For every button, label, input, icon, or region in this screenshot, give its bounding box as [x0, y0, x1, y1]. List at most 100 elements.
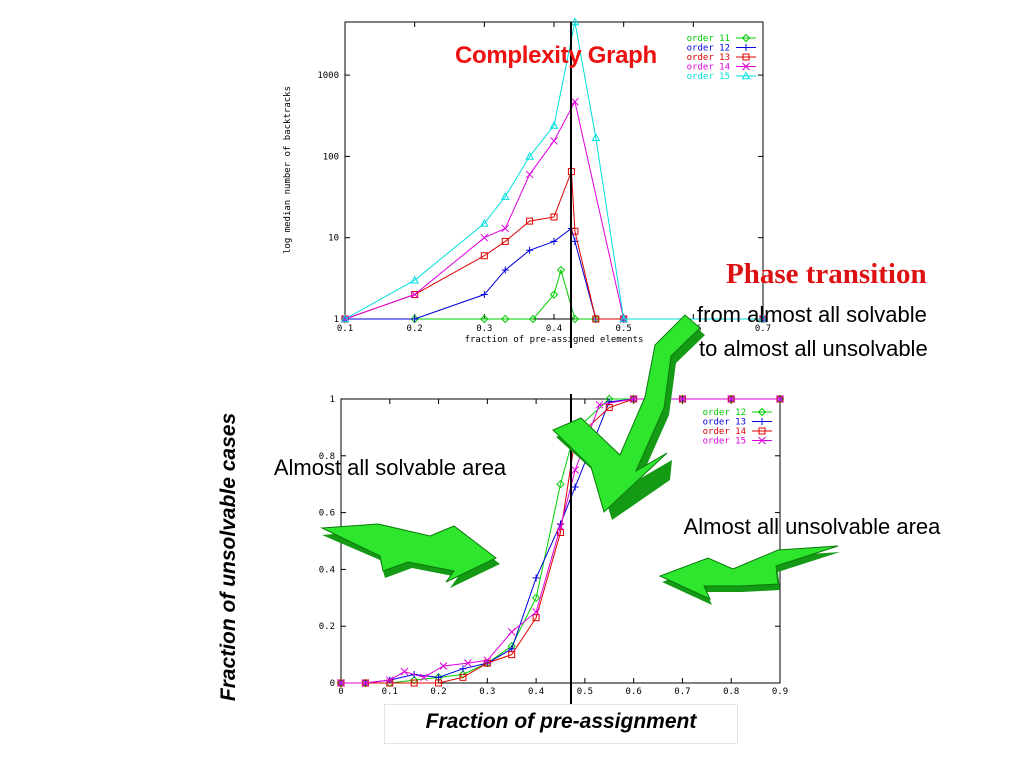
- data-point: [550, 137, 558, 145]
- data-point: [500, 192, 510, 200]
- data-point: [776, 395, 784, 403]
- legend-label: order 12: [687, 44, 730, 54]
- chart1-x-axis-label: fraction of pre-assigned elements: [465, 335, 644, 345]
- legend-label: order 12: [703, 408, 746, 418]
- data-point: [550, 237, 558, 245]
- series-order-14: [341, 97, 767, 323]
- data-point: [531, 593, 541, 603]
- phase-transition-arrow: [552, 314, 705, 520]
- legend-label: order 15: [703, 437, 746, 447]
- data-point: [556, 479, 565, 489]
- data-point: [605, 404, 613, 412]
- data-point: [727, 395, 736, 403]
- legend-swatch-marker: [758, 427, 766, 435]
- data-point: [592, 315, 600, 323]
- legend-label: order 13: [687, 53, 730, 63]
- data-point: [526, 246, 534, 254]
- data-point: [556, 265, 566, 275]
- data-point: [420, 673, 428, 682]
- y-tick-label: 0.6: [319, 509, 335, 519]
- x-tick-label: 0: [338, 687, 343, 697]
- phase-transition-line2: to almost all unsolvable: [699, 336, 928, 361]
- data-point: [571, 483, 579, 491]
- data-point: [400, 667, 409, 676]
- x-tick-label: 0.4: [528, 687, 544, 697]
- fraction-unsolvable-axis-label: Fraction of unsolvable cases: [217, 412, 240, 702]
- data-point: [463, 659, 472, 667]
- data-point: [556, 522, 565, 531]
- data-point: [361, 679, 370, 687]
- data-point: [550, 213, 558, 221]
- legend-swatch-marker: [758, 418, 766, 425]
- data-point: [480, 233, 489, 242]
- y-tick-label: 1: [334, 315, 339, 325]
- x-tick-label: 0.7: [755, 324, 771, 334]
- fraction-preassignment-axis-label: Fraction of pre-assignment: [425, 710, 697, 733]
- series-order-15: [340, 17, 768, 323]
- y-tick-label: 1: [330, 395, 335, 405]
- phase-transition-line1: from almost all solvable: [697, 302, 927, 327]
- data-point: [532, 614, 540, 622]
- data-point: [501, 266, 509, 274]
- unsolvable-area-label: Almost all unsolvable area: [683, 514, 941, 539]
- data-point: [409, 675, 419, 685]
- x-tick-label: 0.7: [674, 687, 690, 697]
- chart1-series: [340, 17, 768, 324]
- y-tick-label: 1000: [317, 71, 339, 81]
- series-line: [344, 100, 763, 320]
- data-point: [480, 252, 488, 260]
- data-point: [557, 528, 564, 536]
- y-tick-label: 0: [330, 679, 335, 689]
- x-tick-label: 0.1: [337, 324, 353, 334]
- x-axis-label-box: Fraction of pre-assignment: [384, 704, 738, 744]
- data-point: [435, 679, 443, 687]
- x-tick-label: 0.5: [616, 324, 632, 334]
- data-point: [532, 608, 540, 616]
- data-point: [337, 679, 345, 687]
- chart1-title: Complexity Graph: [455, 42, 657, 69]
- data-point: [439, 662, 448, 670]
- data-point: [483, 656, 492, 665]
- data-point: [525, 151, 534, 160]
- legend-swatch-marker: [758, 436, 766, 445]
- legend-swatch-marker: [741, 71, 751, 80]
- data-point: [411, 291, 419, 299]
- data-point: [570, 17, 580, 26]
- x-tick-label: 0.1: [382, 687, 398, 697]
- chart2-ticks: 0 0.1 0.2 0.3 0.4 0.5 0.6 0.7 0.8 0.9 0 0.2 0.4 0.6 0.…: [319, 395, 788, 697]
- data-point: [480, 314, 489, 324]
- data-point: [458, 670, 468, 679]
- data-point: [501, 224, 510, 233]
- data-point: [340, 314, 350, 323]
- legend-label: order 11: [687, 34, 730, 44]
- x-tick-label: 0.8: [723, 687, 739, 697]
- data-point: [532, 574, 540, 582]
- data-point: [571, 97, 579, 106]
- legend-label: order 14: [703, 427, 746, 437]
- left-area-arrow: [320, 523, 500, 588]
- data-point: [410, 275, 420, 284]
- data-point: [459, 673, 467, 681]
- data-point: [619, 314, 629, 323]
- data-point: [526, 217, 534, 225]
- legend-swatch-marker: [741, 33, 751, 43]
- data-point: [758, 314, 768, 323]
- data-point: [595, 400, 604, 409]
- series-line: [344, 171, 763, 320]
- y-tick-label: 0.2: [319, 622, 335, 632]
- x-tick-label: 0.2: [407, 324, 423, 334]
- series-order-13: [341, 168, 767, 323]
- y-tick-label: 0.4: [319, 565, 335, 575]
- data-point: [410, 290, 419, 299]
- data-point: [501, 237, 509, 245]
- y-tick-label: 0.8: [319, 452, 335, 462]
- x-tick-label: 0.3: [476, 324, 492, 334]
- data-point: [480, 291, 488, 299]
- legend-label: order 13: [703, 418, 746, 428]
- legend-swatch-marker: [742, 62, 750, 71]
- data-point: [479, 218, 489, 227]
- data-point: [570, 314, 580, 324]
- x-tick-label: 0.4: [546, 324, 562, 334]
